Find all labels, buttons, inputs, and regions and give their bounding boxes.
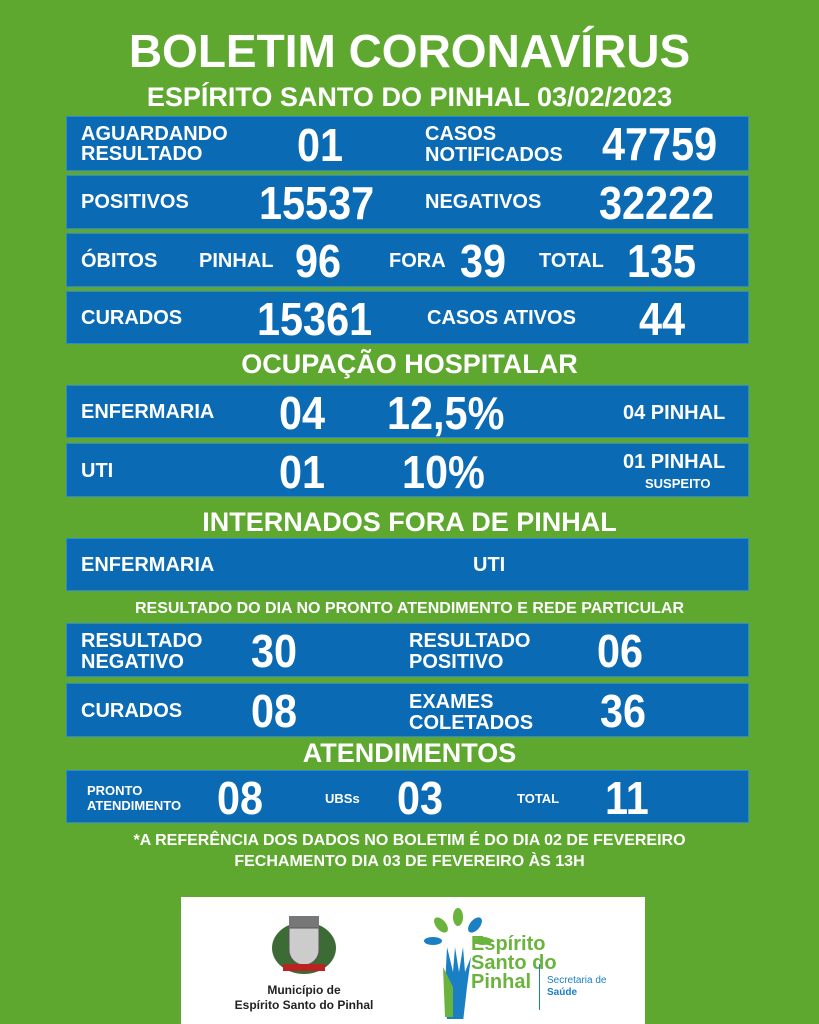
label: ATENDIMENTO	[87, 798, 182, 813]
municipio-name: Espírito Santo do Pinhal	[234, 998, 374, 1012]
logos-panel: Município de Espírito Santo do Pinhal Es…	[181, 897, 645, 1024]
label: FORA	[389, 250, 446, 272]
label: NEGATIVO	[81, 651, 184, 673]
value-curados: 15361	[257, 293, 373, 345]
value-negativo: 30	[251, 625, 298, 677]
heading-internados-fora: INTERNADOS FORA DE PINHAL	[202, 507, 617, 537]
value-aguardando: 01	[297, 119, 344, 171]
label: COLETADOS	[409, 712, 534, 734]
label: 01 PINHAL	[623, 451, 726, 473]
label: NOTIFICADOS	[425, 144, 563, 166]
row-curados-ativos: CURADOS 15361 CASOS ATIVOS 44	[66, 291, 749, 344]
label: AGUARDANDO	[81, 123, 228, 145]
label: POSITIVOS	[81, 191, 189, 213]
value-obitos-pinhal: 96	[295, 235, 342, 287]
label: RESULTADO	[81, 143, 203, 165]
value-ubs: 03	[397, 772, 444, 824]
label: NEGATIVOS	[425, 191, 542, 213]
secretaria-text: Saúde	[547, 987, 578, 998]
heading-ocupacao: OCUPAÇÃO HOSPITALAR	[241, 349, 578, 379]
coat-of-arms-icon	[272, 916, 336, 974]
divider	[539, 964, 540, 1010]
row-atendimentos: PRONTO ATENDIMENTO 08 UBSs 03 TOTAL 11	[66, 770, 749, 823]
brand-text: Santo do	[471, 952, 557, 974]
value-ativos: 44	[639, 293, 686, 345]
label: EXAMES	[409, 691, 494, 713]
value-pronto-atendimento: 08	[217, 772, 264, 824]
row-uti: UTI 01 10% 01 PINHAL SUSPEITO	[66, 443, 749, 497]
value-enfermaria: 04	[279, 387, 326, 439]
label: RESULTADO	[81, 630, 203, 652]
label: ÓBITOS	[81, 250, 158, 272]
value-obitos-fora: 39	[460, 235, 507, 287]
value-exames: 36	[600, 685, 647, 737]
brand-text: Espírito	[471, 933, 546, 955]
label: 04 PINHAL	[623, 402, 726, 424]
heading-atendimentos: ATENDIMENTOS	[302, 738, 517, 768]
label: CASOS	[425, 123, 497, 145]
value-positivo: 06	[597, 625, 644, 677]
label: SUSPEITO	[645, 476, 711, 491]
row-positivos-negativos: POSITIVOS 15537 NEGATIVOS 32222	[66, 175, 749, 229]
row-enfermaria: ENFERMARIA 04 12,5% 04 PINHAL	[66, 385, 749, 438]
heading-resultado-dia: RESULTADO DO DIA NO PRONTO ATENDIMENTO E…	[134, 600, 685, 617]
row-internados-fora: ENFERMARIA UTI	[66, 538, 749, 591]
page-title: BOLETIM CORONAVÍRUS	[128, 25, 691, 77]
label: TOTAL	[517, 791, 560, 806]
label: TOTAL	[539, 250, 604, 272]
page-subtitle: ESPÍRITO SANTO DO PINHAL 03/02/2023	[146, 82, 673, 112]
row-aguardando-notificados: AGUARDANDO RESULTADO 01 CASOS NOTIFICADO…	[66, 116, 749, 171]
value-obitos-total: 135	[627, 235, 697, 287]
label: PINHAL	[199, 250, 274, 272]
value-negativos: 32222	[599, 177, 715, 229]
label: ENFERMARIA	[81, 401, 215, 423]
label: UBSs	[325, 791, 360, 806]
value-positivos: 15537	[259, 177, 375, 229]
hand-tree-logo-icon	[424, 908, 492, 1019]
value-uti-pct: 10%	[402, 446, 485, 498]
label: UTI	[81, 460, 114, 482]
label: CURADOS	[81, 700, 183, 722]
value-uti: 01	[279, 446, 326, 498]
row-curados-exames: CURADOS 08 EXAMES COLETADOS 36	[66, 683, 749, 737]
label: CASOS ATIVOS	[427, 307, 576, 329]
footnote: FECHAMENTO DIA 03 DE FEVEREIRO ÀS 13H	[234, 853, 585, 870]
value-notificados: 47759	[602, 118, 718, 170]
brand-text: Pinhal	[471, 971, 532, 993]
label: RESULTADO	[409, 630, 531, 652]
label: PRONTO	[87, 783, 143, 798]
value-curados-dia: 08	[251, 685, 298, 737]
municipio-name: Município de	[267, 983, 341, 997]
label: POSITIVO	[409, 651, 504, 673]
label: CURADOS	[81, 307, 183, 329]
label: ENFERMARIA	[81, 554, 215, 576]
value-total: 11	[605, 772, 649, 824]
secretaria-text: Secretaria de	[547, 975, 607, 986]
row-resultado: RESULTADO NEGATIVO 30 RESULTADO POSITIVO…	[66, 623, 749, 677]
row-obitos: ÓBITOS PINHAL 96 FORA 39 TOTAL 135	[66, 233, 749, 287]
label: UTI	[473, 554, 506, 576]
footnote: *A REFERÊNCIA DOS DADOS NO BOLETIM É DO …	[133, 832, 686, 849]
value-enfermaria-pct: 12,5%	[387, 387, 505, 439]
